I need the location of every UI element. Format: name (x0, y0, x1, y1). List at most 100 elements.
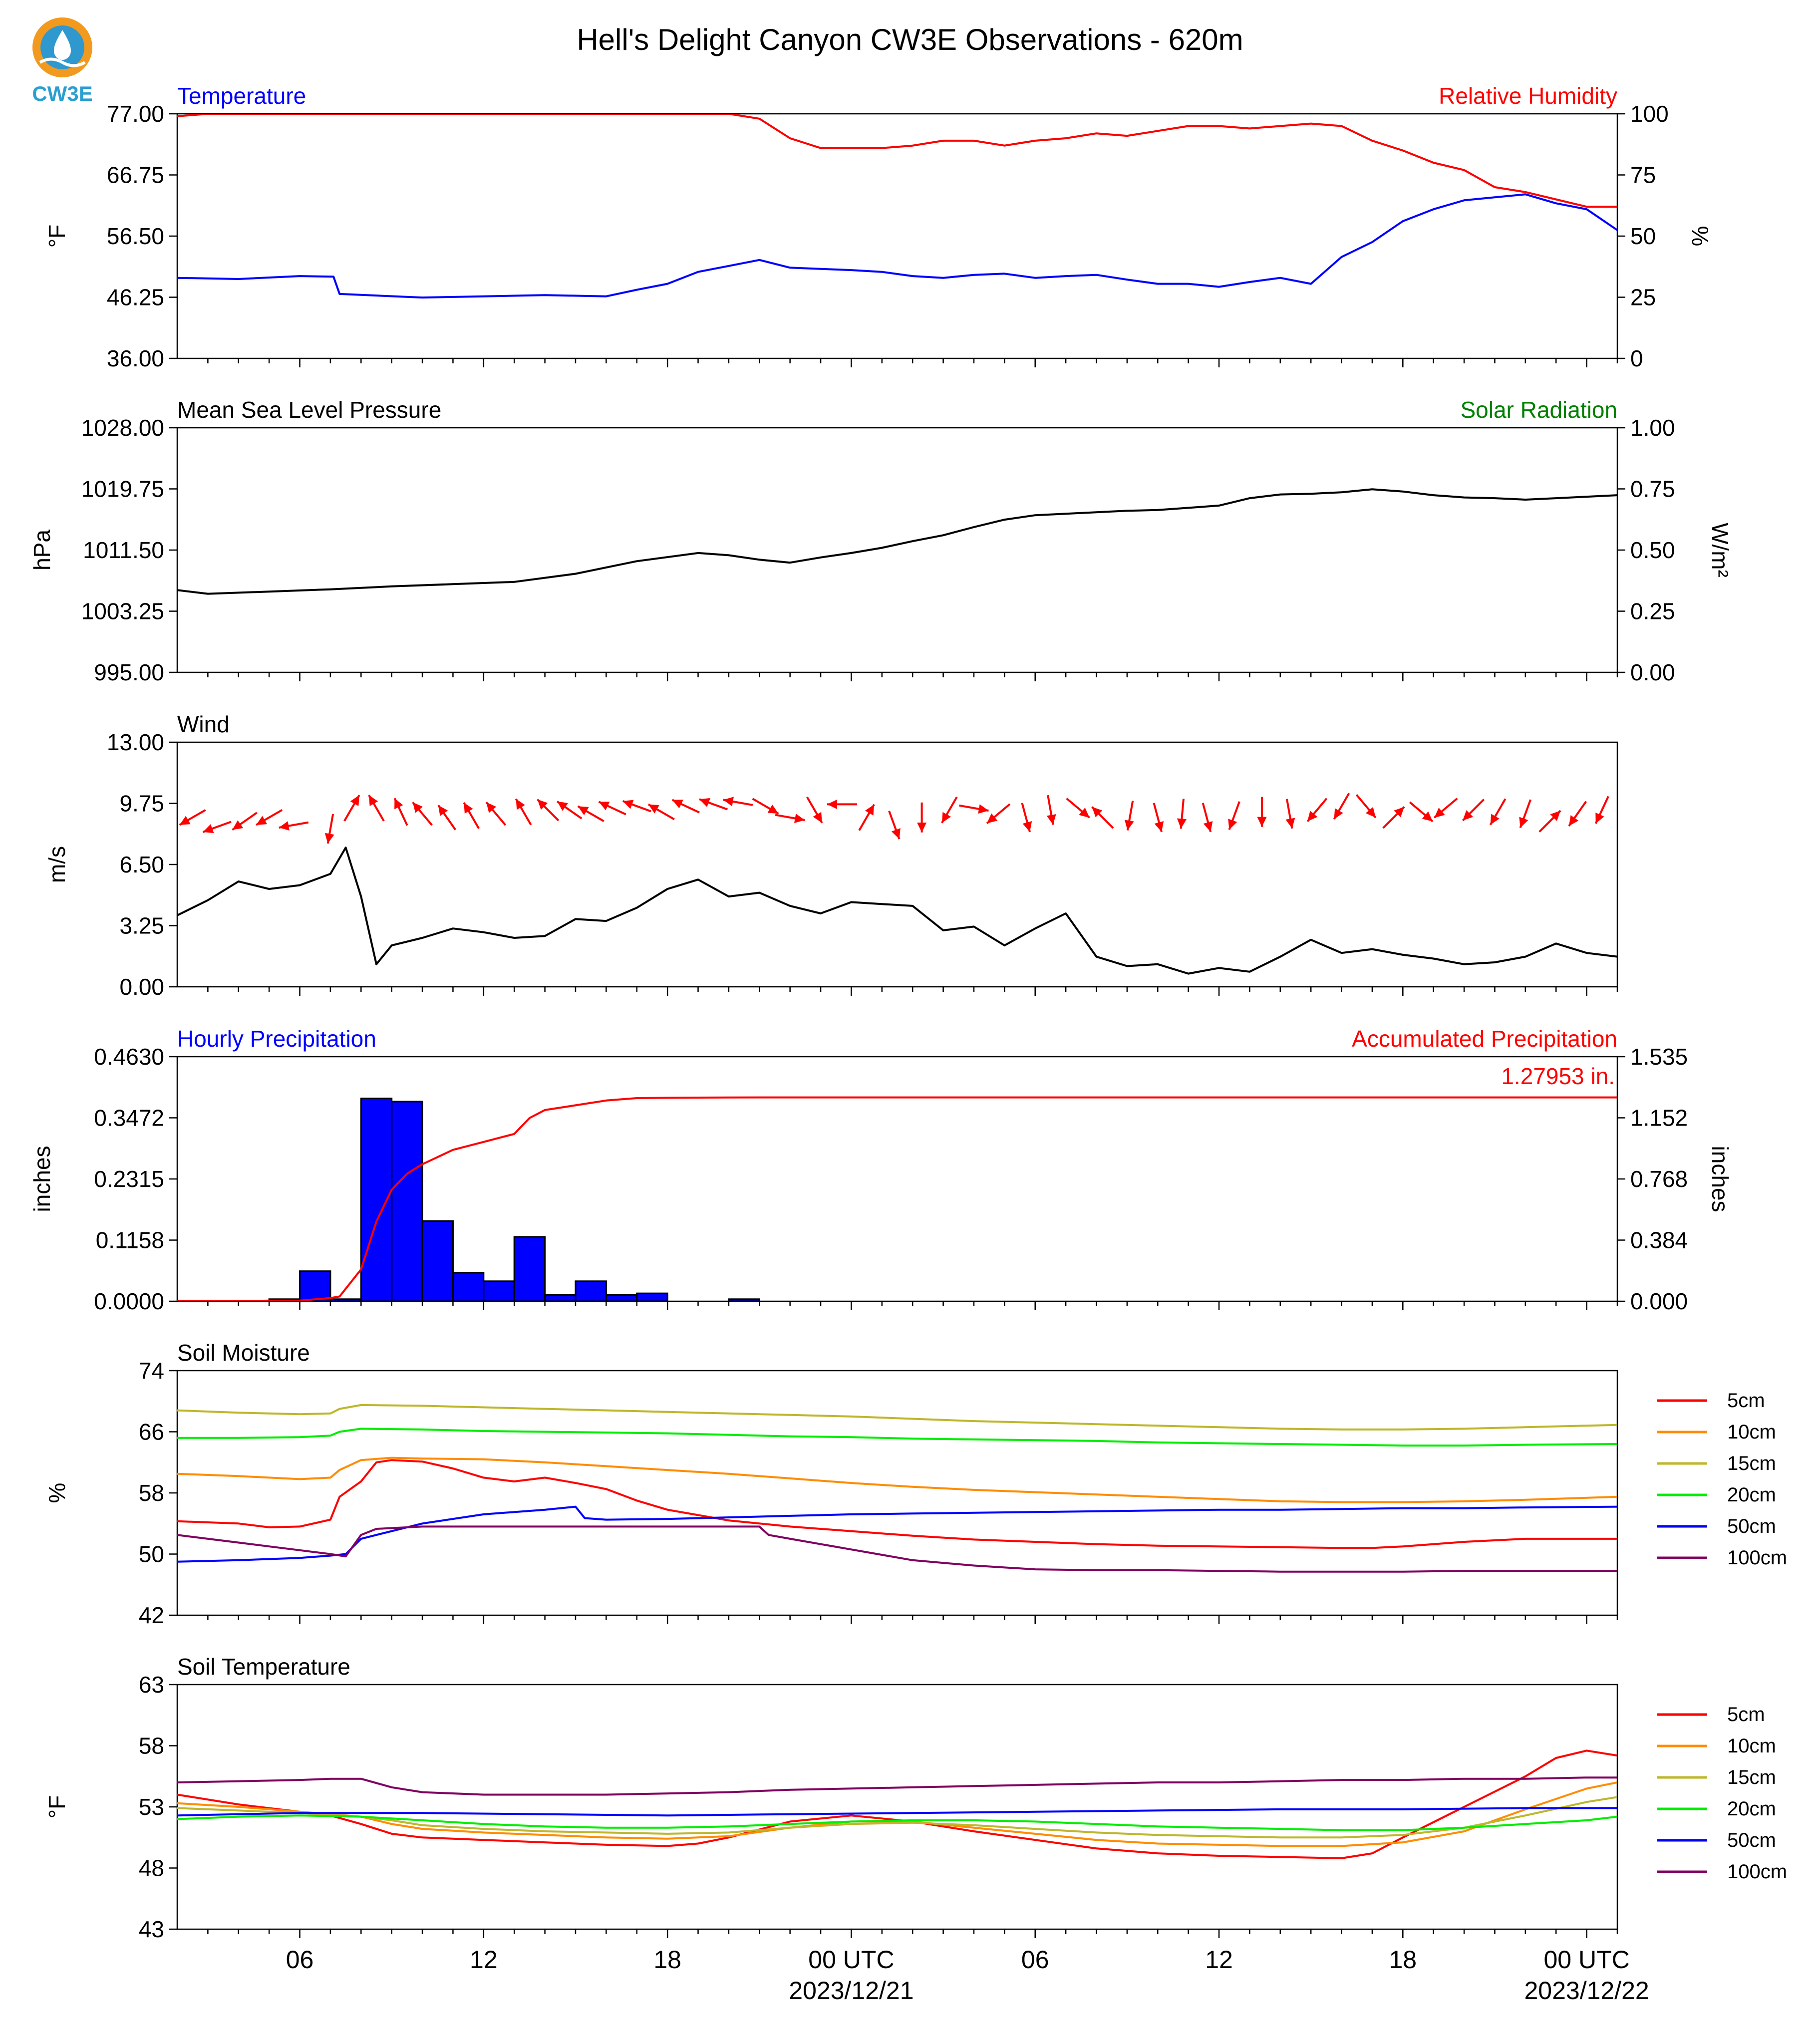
y-right-label: % (1687, 226, 1713, 247)
panel-4: 42 50 58 66 74 Soil Moisture% 5cm 10cm 15cm 20cm 5… (44, 1340, 1787, 1628)
wind-arrow-head (350, 795, 359, 806)
wind-arrow-head (1568, 815, 1579, 826)
wind-arrow-head (1154, 821, 1164, 832)
y-right-tick-label: 0.384 (1630, 1227, 1688, 1253)
wind-arrow-head (1092, 807, 1103, 818)
wind-arrow-head (1595, 812, 1604, 824)
wind-arrow-head (203, 824, 214, 834)
wind-arrow-head (438, 805, 448, 816)
y-right-tick-label: 0.00 (1630, 659, 1675, 685)
wind-arrow-head (1307, 811, 1318, 822)
y-left-tick-label: 1003.25 (81, 598, 164, 624)
precip-bar (544, 1294, 577, 1301)
y-left-tick-label: 58 (139, 1733, 164, 1759)
wind-arrow-head (464, 803, 473, 814)
wind-arrow-head (1434, 808, 1445, 818)
wind-arrow-head (1463, 810, 1474, 821)
precip-bar (391, 1101, 423, 1301)
plot-frame (176, 1684, 1618, 1930)
wind-arrow-head (794, 814, 805, 823)
data-area (177, 793, 1617, 975)
wind-arrow-head (1490, 814, 1500, 825)
x-tick-label: 18 (1389, 1946, 1417, 1974)
wind-arrow-head (978, 804, 989, 814)
wind-arrow-head (279, 821, 290, 831)
y-right-tick-label: 0.000 (1630, 1288, 1688, 1314)
data-area (177, 488, 1617, 595)
x-date-label: 2023/12/22 (1524, 1977, 1649, 2005)
legend-label: 50cm (1727, 1829, 1776, 1851)
wind-arrow-head (516, 799, 525, 810)
y-left-tick-label: 53 (139, 1794, 164, 1820)
y-left-tick-label: 66 (139, 1419, 164, 1445)
panel-title-left: Soil Temperature (177, 1654, 350, 1680)
y-left-tick-label: 48 (139, 1855, 164, 1881)
series-line-15cm (177, 1404, 1617, 1431)
plot-frame (176, 1370, 1618, 1616)
wind-arrow-head (1550, 811, 1561, 821)
y-left-tick-label: 0.4630 (94, 1044, 164, 1070)
y-left-tick-label: 0.1158 (96, 1227, 164, 1253)
panel-0: 36.00 46.25 56.50 66.75 77.00 0 25 50 75 100 Tempe… (44, 83, 1713, 371)
wind-arrow-head (256, 816, 268, 825)
water-drop-icon (54, 30, 71, 60)
legend-label: 15cm (1727, 1452, 1776, 1474)
precip-bar (452, 1272, 485, 1301)
series-line-5cm (177, 1459, 1617, 1549)
series-line-50cm (177, 1807, 1617, 1817)
legend-label: 100cm (1727, 1547, 1787, 1569)
series-line-mean-sea-level-pressure (177, 488, 1617, 595)
precip-bar (605, 1294, 638, 1301)
x-tick-label: 12 (470, 1946, 498, 1974)
wind-arrow-head (767, 804, 779, 814)
series-line-10cm (177, 1456, 1617, 1503)
legend-label: 50cm (1727, 1515, 1776, 1537)
y-left-label: hPa (29, 530, 55, 571)
wind-arrow-head (1022, 821, 1032, 832)
precip-bar (636, 1292, 668, 1301)
wind-arrow-head (891, 828, 901, 840)
panel-title-right: Relative Humidity (1439, 83, 1617, 109)
precip-bar (299, 1270, 331, 1301)
panel-2: 0.00 3.25 6.50 9.75 13.00 Wind m/s (44, 711, 1618, 1000)
y-right-tick-label: 0.50 (1630, 537, 1675, 563)
wind-arrow-head (179, 816, 191, 825)
y-left-tick-label: 0.2315 (94, 1166, 164, 1192)
x-date-label: 2023/12/21 (789, 1977, 913, 2005)
x-tick-label: 06 (1021, 1946, 1049, 1974)
wind-arrow-head (537, 799, 548, 810)
wind-arrow-head (723, 797, 734, 807)
wind-arrow-head (368, 795, 378, 806)
series-line-temperature (177, 193, 1617, 299)
y-right-tick-label: 0.768 (1630, 1166, 1688, 1192)
y-right-label: W/m² (1707, 523, 1733, 578)
y-left-tick-label: 66.75 (107, 162, 164, 188)
x-tick-label: 00 UTC (808, 1946, 894, 1974)
y-left-label: inches (29, 1146, 55, 1212)
y-left-label: °F (44, 1795, 70, 1819)
data-area (177, 1404, 1617, 1573)
y-left-tick-label: 46.25 (107, 285, 164, 310)
y-left-tick-label: 77.00 (107, 101, 164, 127)
wind-arrow-head (1124, 820, 1134, 831)
y-right-tick-label: 1.152 (1630, 1105, 1688, 1131)
wind-arrow-head (1228, 819, 1237, 830)
y-left-tick-label: 42 (139, 1602, 164, 1628)
wind-arrow-head (699, 798, 710, 807)
wind-arrow-head (917, 822, 927, 833)
wind-arrow-head (1365, 807, 1376, 818)
wind-arrow-head (813, 812, 822, 823)
y-right-tick-label: 75 (1630, 162, 1656, 188)
y-left-tick-label: 43 (139, 1916, 164, 1942)
wind-arrow-head (865, 804, 875, 816)
x-tick-label: 12 (1205, 1946, 1233, 1974)
series-line-relative-humidity (177, 114, 1617, 208)
y-left-tick-label: 995.00 (94, 659, 164, 685)
plot-frame (176, 427, 1618, 673)
y-left-tick-label: 1011.50 (83, 537, 164, 563)
legend-label: 20cm (1727, 1798, 1776, 1820)
y-left-tick-label: 50 (139, 1541, 164, 1567)
y-right-tick-label: 25 (1630, 285, 1656, 310)
y-right-tick-label: 0.75 (1630, 476, 1675, 502)
